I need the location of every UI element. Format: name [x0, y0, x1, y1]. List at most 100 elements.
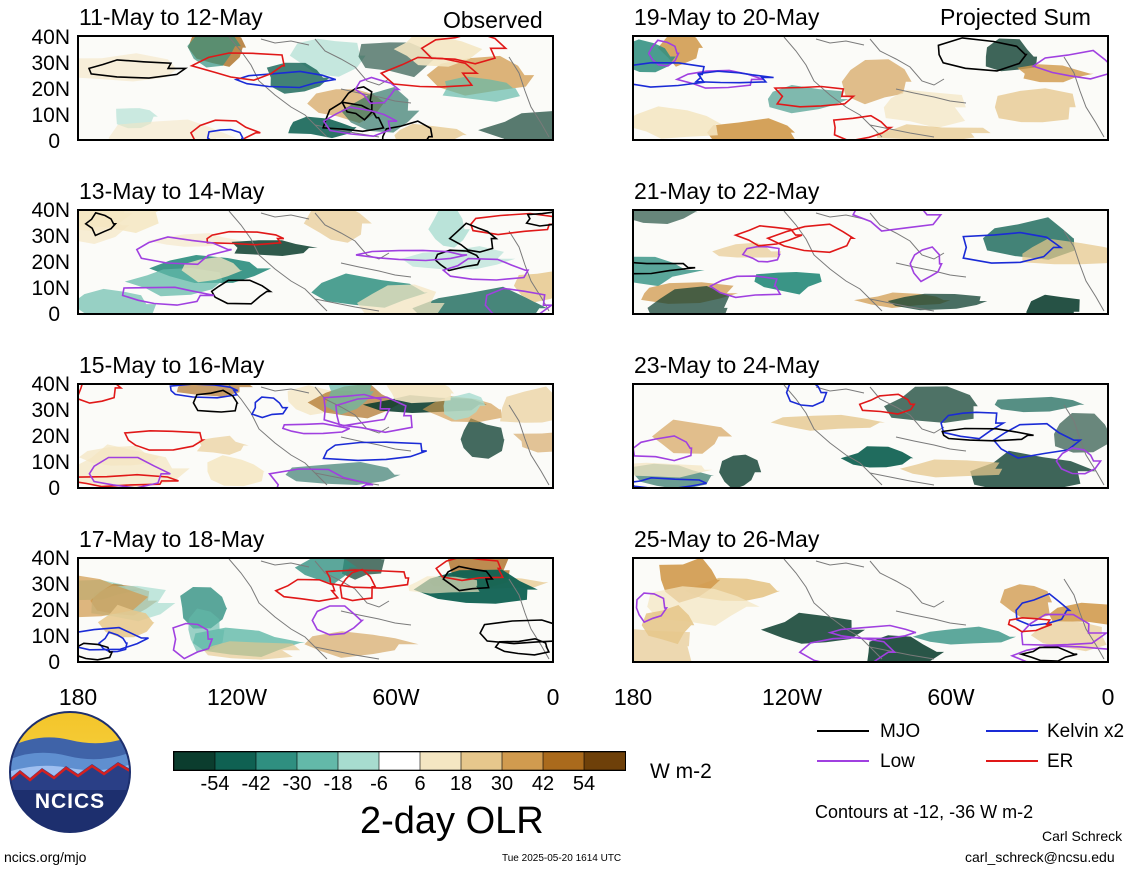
- low-contour: [268, 468, 374, 487]
- mjo-contour: [87, 59, 189, 79]
- ncics-logo-text: NCICS: [34, 790, 106, 813]
- low-contour: [281, 422, 351, 435]
- low-contour: [647, 39, 680, 67]
- legend-label-er: ER: [1047, 751, 1074, 772]
- map-field: [79, 385, 552, 487]
- colorbar-swatches: [174, 752, 625, 770]
- er-contour: [469, 212, 552, 236]
- colorbar-swatch: [460, 752, 503, 770]
- positive-olr-anomaly: [899, 459, 1003, 478]
- mjo-contour: [210, 279, 273, 305]
- lon-label: 180: [58, 684, 98, 710]
- low-contour: [909, 246, 943, 283]
- negative-olr-anomaly: [719, 454, 762, 487]
- colorbar-swatch: [255, 752, 298, 770]
- kelvin-contour: [97, 631, 128, 653]
- colorbar-tick-label: -54: [200, 773, 230, 795]
- lat-label: 30N: [31, 52, 70, 75]
- negative-olr-anomaly: [285, 462, 401, 485]
- er-contour: [189, 52, 286, 82]
- negative-olr-anomaly: [187, 37, 241, 68]
- positive-olr-anomaly: [1022, 238, 1107, 265]
- positive-olr-anomaly: [108, 119, 237, 139]
- lat-label: 30N: [31, 225, 70, 248]
- positive-olr-anomaly: [657, 37, 703, 67]
- low-contour: [335, 396, 413, 434]
- colorbar-swatch: [174, 752, 216, 770]
- low-contour: [1020, 613, 1107, 647]
- lat-label: 0: [48, 130, 60, 153]
- legend-label-kelvin: Kelvin x2: [1047, 721, 1125, 742]
- er-contour: [1007, 616, 1053, 633]
- colorbar-tick-label: -6: [370, 773, 388, 795]
- map-field: [79, 37, 552, 139]
- map-field: [634, 385, 1107, 487]
- negative-olr-anomaly: [1054, 413, 1107, 453]
- positive-olr-anomaly: [79, 53, 178, 82]
- lat-label: 10N: [31, 451, 70, 474]
- positive-olr-anomaly: [393, 37, 483, 67]
- panel-title-obs-4: 17-May to 18-May: [79, 526, 265, 552]
- lat-label: 20N: [31, 251, 70, 274]
- low-contour: [322, 106, 398, 138]
- map-field: [79, 211, 552, 313]
- colorbar-units: W m-2: [650, 760, 712, 783]
- map-panel-obs-4: [77, 557, 554, 663]
- contour-note: Contours at -12, -36 W m-2: [815, 802, 1034, 822]
- lat-label: 40N: [31, 26, 70, 49]
- colorbar: [173, 751, 626, 771]
- negative-olr-anomaly: [442, 76, 520, 102]
- mjo-contour: [341, 86, 373, 121]
- negative-olr-anomaly: [478, 111, 552, 139]
- map-panel-proj-2: [632, 209, 1109, 315]
- lat-label: 20N: [31, 425, 70, 448]
- legend-line-low: [817, 760, 869, 762]
- colorbar-tick-label: 6: [414, 773, 426, 795]
- negative-olr-anomaly: [647, 286, 730, 313]
- lat-label: 30N: [31, 573, 70, 596]
- negative-olr-anomaly: [266, 62, 330, 94]
- map-field: [634, 37, 1107, 139]
- low-contour: [135, 236, 232, 266]
- kelvin-contour: [992, 422, 1083, 459]
- lat-label: 40N: [31, 373, 70, 396]
- kelvin-contour: [962, 231, 1064, 264]
- colorbar-tick-label: 30: [490, 773, 514, 795]
- negative-olr-anomaly: [767, 85, 849, 114]
- low-contour: [798, 636, 897, 661]
- colorbar-tick-label: 54: [572, 773, 596, 795]
- low-contour: [311, 605, 365, 636]
- lat-label: 10N: [31, 277, 70, 300]
- er-contour: [420, 37, 508, 65]
- colorbar-swatch: [501, 752, 544, 770]
- low-contour: [1009, 645, 1107, 661]
- lat-label: 40N: [31, 199, 70, 222]
- positive-olr-anomaly: [994, 88, 1076, 123]
- negative-olr-anomaly: [325, 385, 374, 415]
- positive-olr-anomaly: [357, 284, 445, 313]
- mjo-contour: [1018, 646, 1078, 661]
- mjo-contour: [937, 37, 1028, 72]
- mjo-contour: [634, 261, 696, 275]
- mjo-contour: [79, 642, 114, 661]
- kelvin-contour: [785, 385, 828, 407]
- negative-olr-anomaly: [401, 246, 516, 270]
- colorbar-swatch: [337, 752, 380, 770]
- positive-olr-anomaly: [176, 385, 253, 397]
- legend-line-kelvin: [986, 730, 1038, 732]
- kelvin-contour: [634, 61, 706, 88]
- negative-olr-anomaly: [970, 450, 1097, 487]
- mjo-contour: [448, 222, 499, 253]
- colorbar-tick-label: -42: [241, 773, 271, 795]
- lon-label: 60W: [927, 684, 975, 710]
- positive-olr-anomaly: [634, 106, 722, 139]
- negative-olr-anomaly: [887, 293, 988, 311]
- low-contour: [121, 286, 215, 306]
- map-panel-obs-1: [77, 35, 554, 141]
- map-panel-proj-3: [632, 383, 1109, 489]
- lat-label: 0: [48, 651, 60, 674]
- colorbar-swatch: [419, 752, 462, 770]
- er-contour: [206, 230, 285, 246]
- negative-olr-anomaly: [428, 211, 470, 248]
- panel-title-obs-2: 13-May to 14-May: [79, 178, 265, 204]
